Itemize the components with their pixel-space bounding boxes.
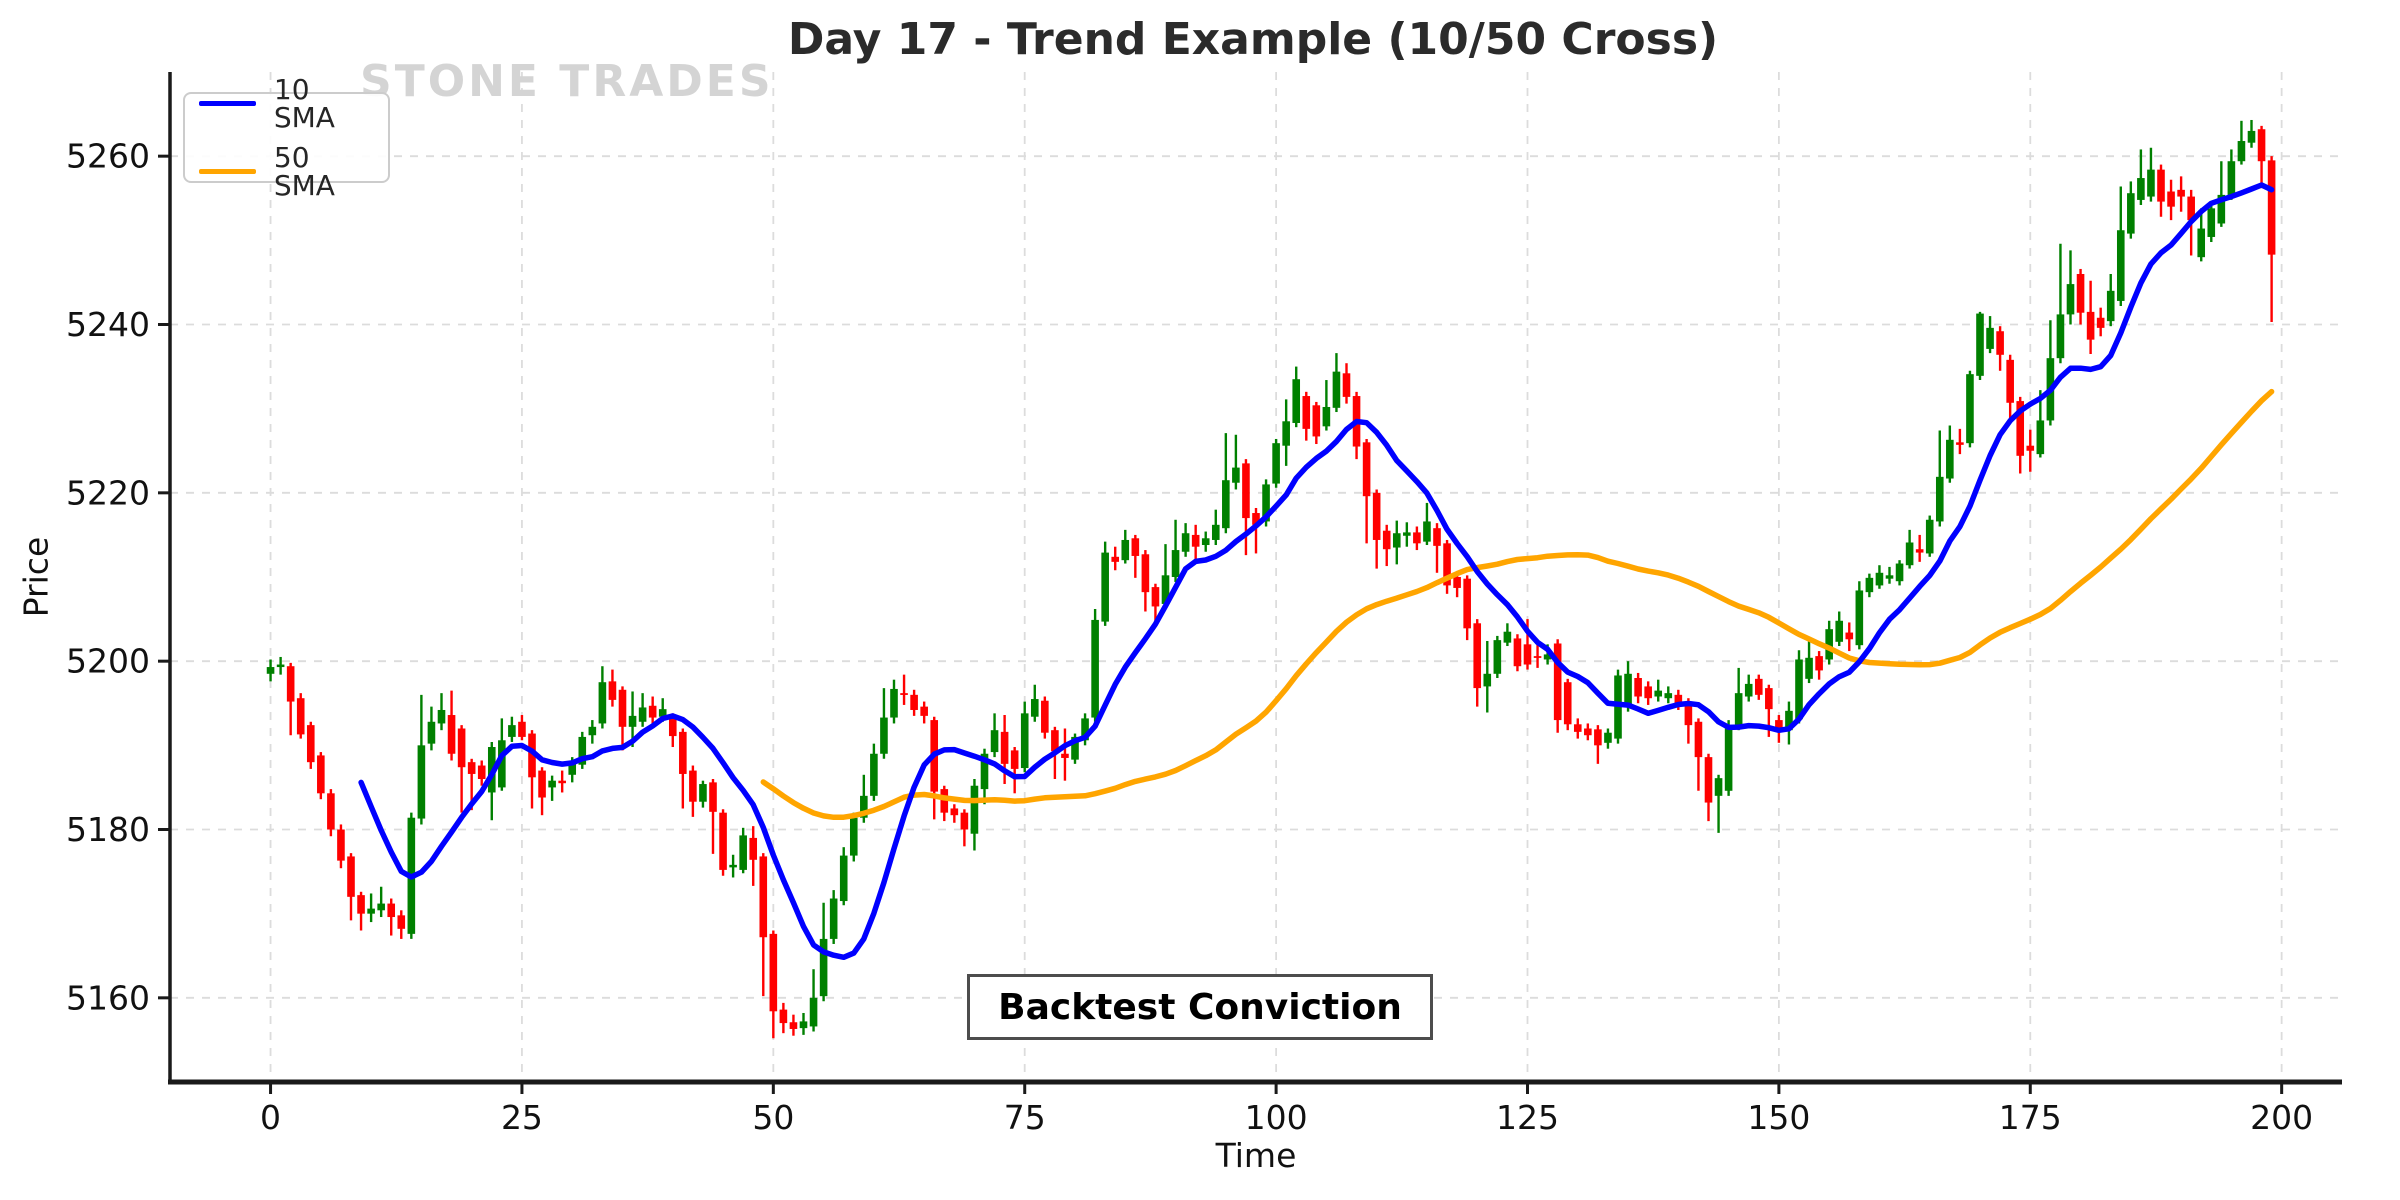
svg-text:5160: 5160 bbox=[66, 978, 150, 1017]
sma50-line-icon bbox=[199, 169, 256, 174]
watermark: STONE TRADES bbox=[360, 56, 774, 107]
legend-item-10sma: 10 SMA bbox=[199, 72, 374, 134]
svg-text:200: 200 bbox=[2250, 1098, 2313, 1137]
x-axis-label: Time bbox=[1215, 1136, 1297, 1175]
sma10-line-icon bbox=[199, 101, 256, 106]
y-axis-label: Price bbox=[16, 536, 56, 618]
svg-text:5180: 5180 bbox=[66, 810, 150, 849]
svg-text:5240: 5240 bbox=[66, 305, 150, 344]
svg-text:5260: 5260 bbox=[66, 137, 150, 176]
svg-text:150: 150 bbox=[1747, 1098, 1810, 1137]
svg-text:5200: 5200 bbox=[66, 642, 150, 681]
page-title: Day 17 - Trend Example (10/50 Cross) bbox=[787, 14, 1719, 65]
annotation-backtest-conviction: Backtest Conviction bbox=[967, 974, 1433, 1040]
svg-text:125: 125 bbox=[1496, 1098, 1559, 1137]
svg-text:100: 100 bbox=[1245, 1098, 1308, 1137]
svg-text:0: 0 bbox=[260, 1098, 281, 1137]
svg-text:25: 25 bbox=[501, 1098, 543, 1137]
legend-label-10sma: 10 SMA bbox=[273, 72, 335, 134]
svg-text:5220: 5220 bbox=[66, 473, 150, 512]
legend-item-50sma: 50 SMA bbox=[199, 140, 374, 202]
svg-text:175: 175 bbox=[1999, 1098, 2062, 1137]
legend: 10 SMA 50 SMA bbox=[183, 75, 390, 199]
svg-text:50: 50 bbox=[752, 1098, 794, 1137]
legend-label-50sma: 50 SMA bbox=[273, 140, 335, 202]
svg-text:75: 75 bbox=[1004, 1098, 1046, 1137]
